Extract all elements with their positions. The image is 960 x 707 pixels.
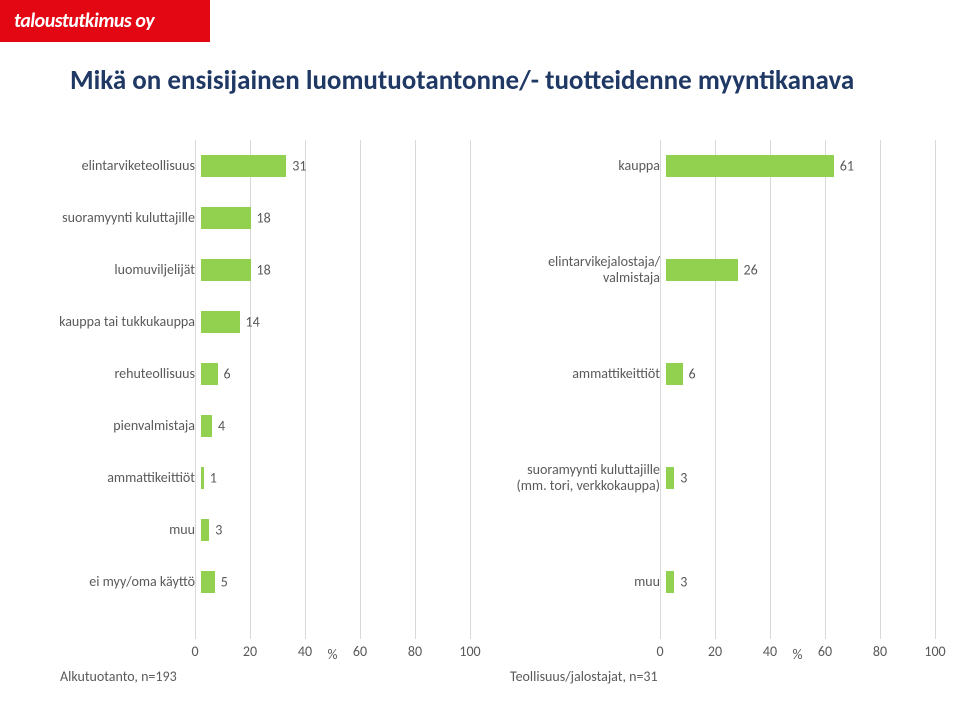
bar: [666, 155, 834, 177]
x-tick: 40: [298, 643, 312, 660]
category-label: pienvalmistaja: [40, 418, 201, 434]
bar-track: 3: [666, 467, 940, 489]
category-label: elintarviketeollisuus: [40, 158, 201, 174]
bar-track: 61: [666, 155, 940, 177]
bar-row: kauppa tai tukkukauppa 14: [40, 311, 490, 333]
category-label: elintarvikejalostaja/valmistaja: [490, 254, 666, 286]
bar-track: 3: [201, 519, 490, 541]
bar-track: 6: [201, 363, 490, 385]
value-label: 31: [292, 158, 306, 175]
bar: [201, 519, 209, 541]
category-label: kauppa tai tukkukauppa: [40, 314, 201, 330]
value-label: 6: [224, 366, 231, 383]
category-label: muu: [490, 574, 666, 590]
bar-track: 31: [201, 155, 490, 177]
category-label: rehuteollisuus: [40, 366, 201, 382]
value-label: 26: [744, 262, 758, 279]
value-label: 3: [680, 470, 687, 487]
bar-row: elintarviketeollisuus 31: [40, 155, 490, 177]
x-tick: 60: [353, 643, 367, 660]
value-label: 3: [215, 522, 222, 539]
bar: [201, 467, 204, 489]
grid-line: [880, 140, 881, 639]
bar: [201, 311, 240, 333]
bar-row: ammattikeittiöt 6: [490, 363, 940, 385]
value-label: 4: [218, 418, 225, 435]
bar-row: luomuviljelijät 18: [40, 259, 490, 281]
bar-track: 18: [201, 207, 490, 229]
bar-row: suoramyynti kuluttajille(mm. tori, verkk…: [490, 467, 940, 489]
bar: [201, 363, 218, 385]
value-label: 3: [680, 574, 687, 591]
value-label: 61: [840, 158, 854, 175]
bar-track: 4: [201, 415, 490, 437]
right-chart: kauppa61elintarvikejalostaja/valmistaja2…: [490, 140, 940, 687]
x-tick: 80: [408, 643, 422, 660]
charts-container: elintarviketeollisuus31suoramyynti kulut…: [40, 140, 940, 687]
bar-track: 14: [201, 311, 490, 333]
value-label: 5: [221, 574, 228, 591]
bar-row: kauppa 61: [490, 155, 940, 177]
category-label: suoramyynti kuluttajille(mm. tori, verkk…: [490, 462, 666, 494]
category-label: suoramyynti kuluttajille: [40, 210, 201, 226]
grid-line: [660, 140, 661, 639]
category-label: ei myy/oma käyttö: [40, 574, 201, 590]
x-tick: 100: [459, 643, 480, 660]
x-tick: 40: [763, 643, 777, 660]
value-label: 6: [689, 366, 696, 383]
bar-track: 3: [666, 571, 940, 593]
chart-footer-label: Teollisuus/jalostajat, n=31: [510, 668, 658, 685]
bar-track: 26: [666, 259, 940, 281]
grid-line: [935, 140, 936, 639]
x-tick: 100: [924, 643, 945, 660]
category-label: kauppa: [490, 158, 666, 174]
bar-track: 6: [666, 363, 940, 385]
category-label: ammattikeittiöt: [40, 470, 201, 486]
bar-track: 5: [201, 571, 490, 593]
plot-area: [660, 140, 935, 639]
grid-line: [825, 140, 826, 639]
x-axis-title: %: [788, 646, 808, 663]
grid-line: [770, 140, 771, 639]
x-tick: 0: [656, 643, 663, 660]
value-label: 1: [210, 470, 217, 487]
category-label: ammattikeittiöt: [490, 366, 666, 382]
brand-badge: taloustutkimus oy: [0, 0, 210, 42]
bar-row: rehuteollisuus 6: [40, 363, 490, 385]
page-title: Mikä on ensisijainen luomutuotantonne/- …: [70, 64, 920, 97]
left-chart: elintarviketeollisuus31suoramyynti kulut…: [40, 140, 490, 687]
category-label: luomuviljelijät: [40, 262, 201, 278]
x-tick: 80: [873, 643, 887, 660]
bar-track: 18: [201, 259, 490, 281]
bar-row: muu 3: [40, 519, 490, 541]
x-tick: 60: [818, 643, 832, 660]
x-tick: 0: [191, 643, 198, 660]
bar: [666, 259, 738, 281]
bar-row: ammattikeittiöt 1: [40, 467, 490, 489]
grid-line: [715, 140, 716, 639]
bar-row: muu 3: [490, 571, 940, 593]
bar: [201, 155, 286, 177]
value-label: 14: [246, 314, 260, 331]
bar: [201, 207, 251, 229]
bar: [201, 259, 251, 281]
value-label: 18: [257, 262, 271, 279]
category-label: muu: [40, 522, 201, 538]
bar-row: suoramyynti kuluttajille 18: [40, 207, 490, 229]
bar: [666, 467, 674, 489]
value-label: 18: [257, 210, 271, 227]
x-tick: 20: [708, 643, 722, 660]
x-tick: 20: [243, 643, 257, 660]
bar-row: ei myy/oma käyttö 5: [40, 571, 490, 593]
bar: [666, 363, 683, 385]
bar-row: pienvalmistaja 4: [40, 415, 490, 437]
chart-footer-label: Alkutuotanto, n=193: [60, 668, 177, 685]
bar: [201, 571, 215, 593]
bar-track: 1: [201, 467, 490, 489]
bar: [201, 415, 212, 437]
bar: [666, 571, 674, 593]
x-axis-title: %: [323, 646, 343, 663]
bar-row: elintarvikejalostaja/valmistaja26: [490, 259, 940, 281]
